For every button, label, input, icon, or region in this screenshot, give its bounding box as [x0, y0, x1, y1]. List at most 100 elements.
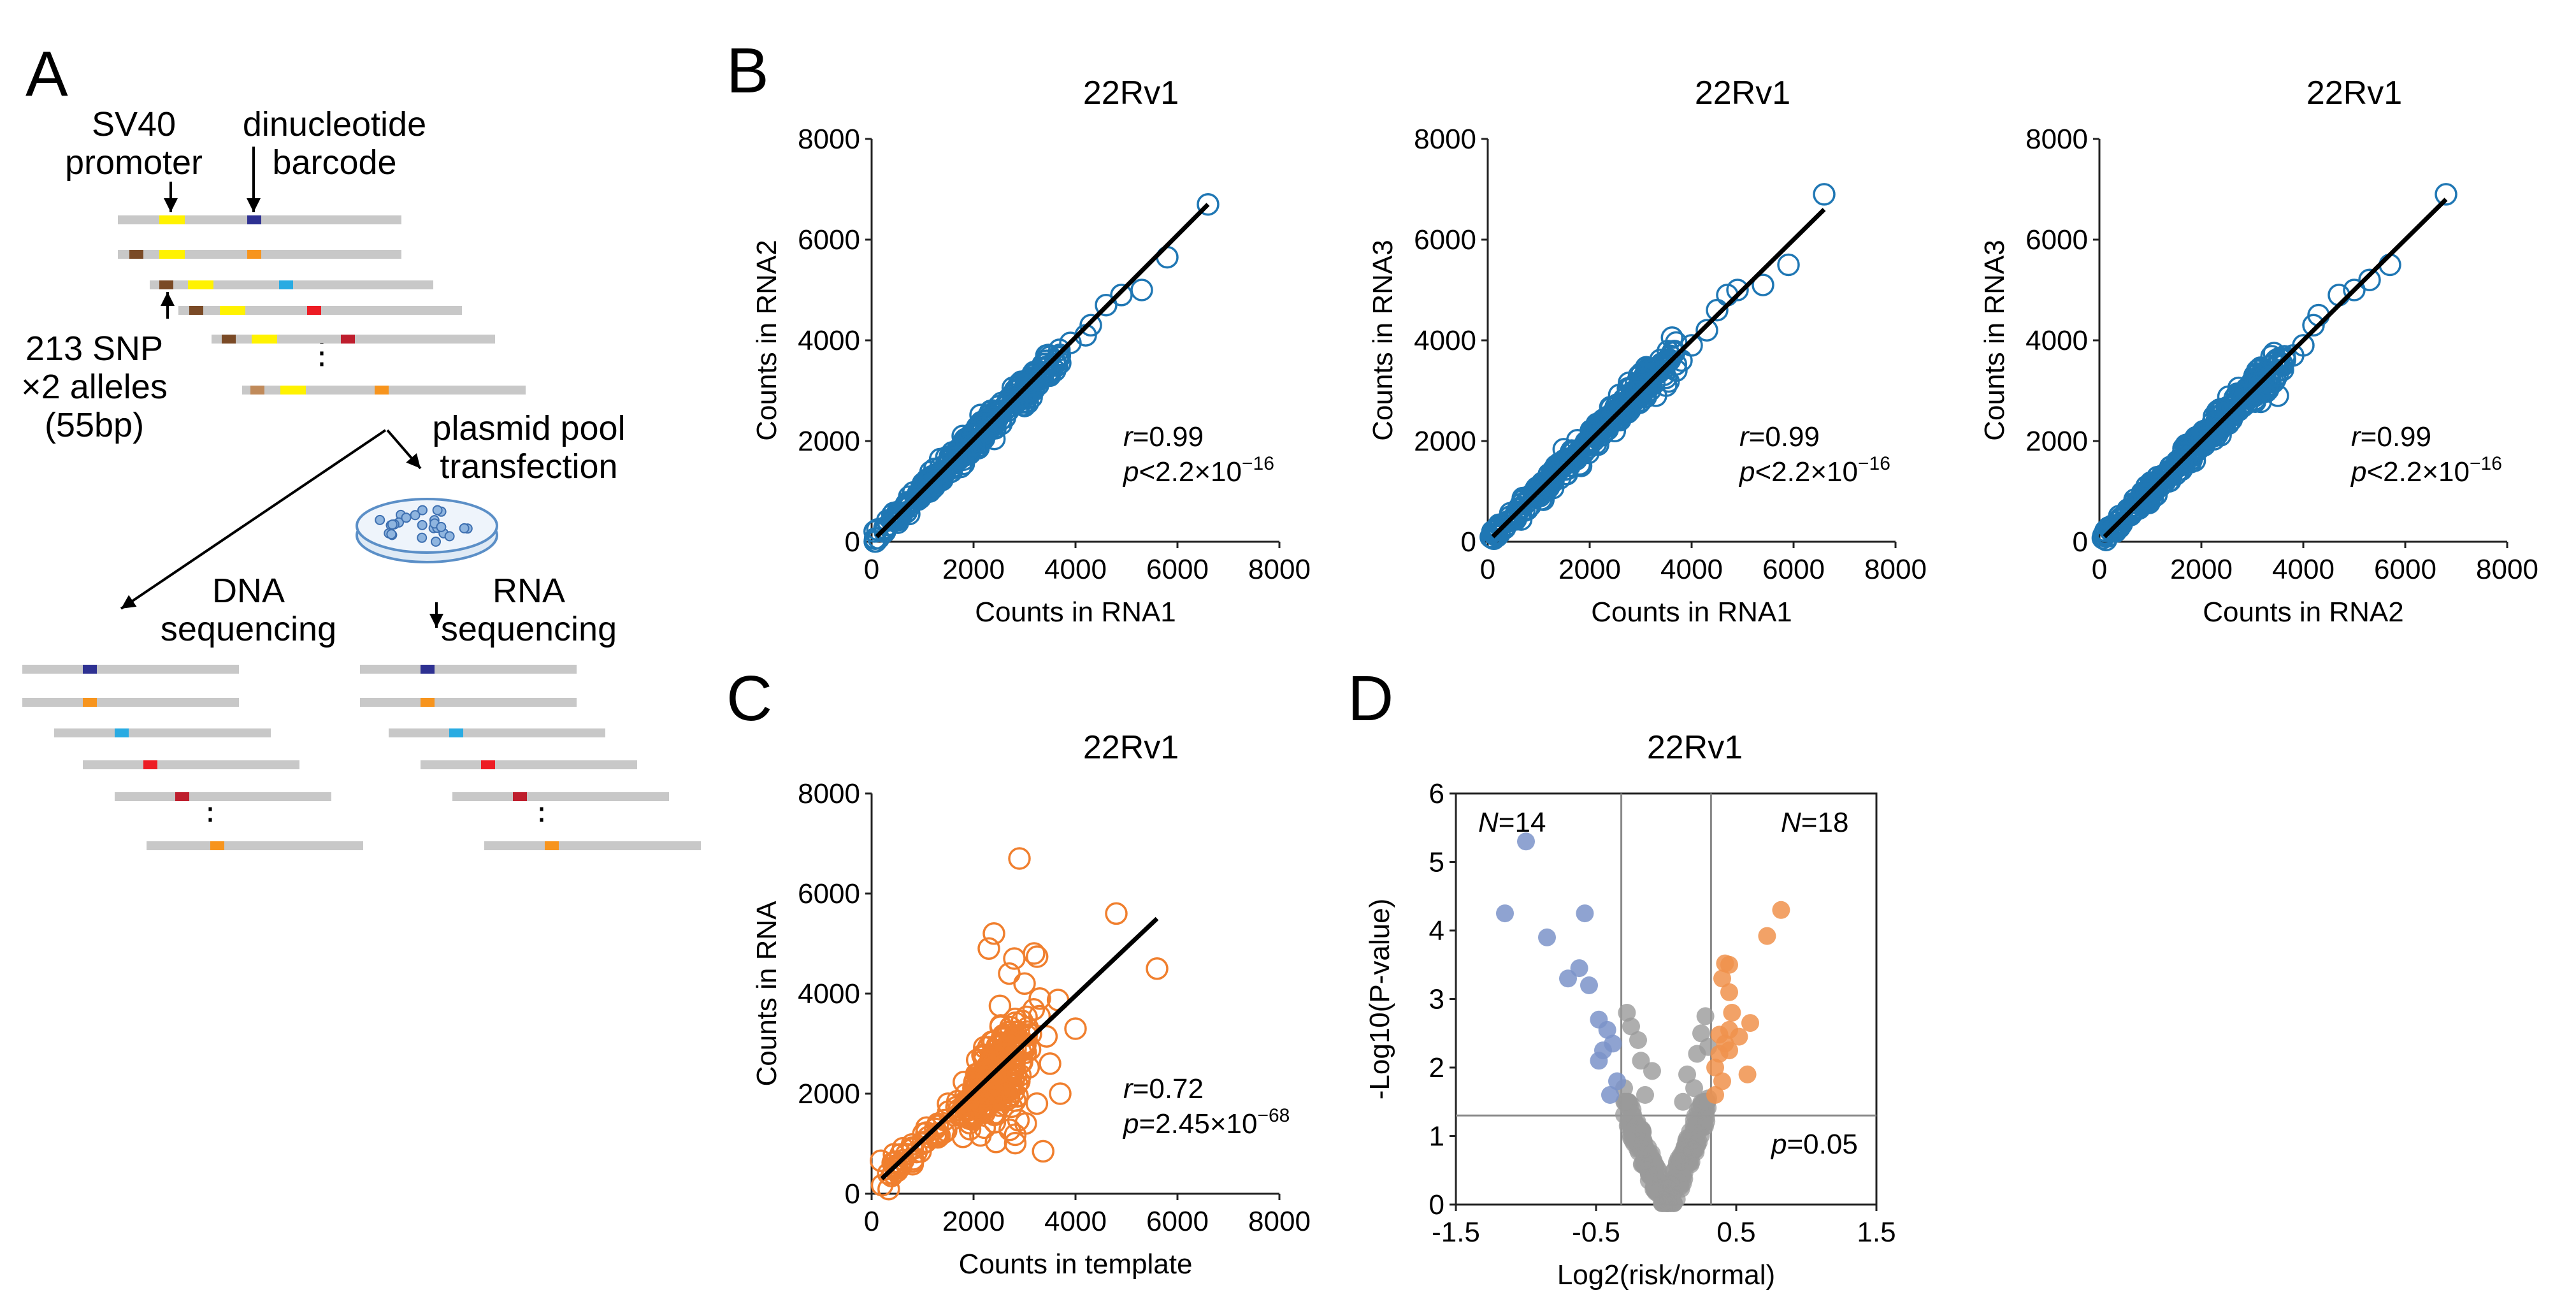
- y-tick-label: 3: [1429, 984, 1444, 1015]
- point-up-regulated: [1706, 1086, 1724, 1104]
- p-value: =0.05: [1787, 1129, 1857, 1160]
- arrow-head: [429, 614, 443, 628]
- y-tick-label: 2000: [1414, 426, 1476, 457]
- point-up-regulated: [1713, 969, 1731, 988]
- y-tick-label: 1: [1429, 1121, 1444, 1152]
- snp-label-line-2: ×2 alleles: [21, 368, 168, 406]
- data-point: [2219, 396, 2242, 419]
- p-symbol: p: [1770, 1129, 1787, 1160]
- data-point: [992, 1075, 1015, 1098]
- chart-title: 22Rv1: [1083, 729, 1179, 766]
- y-tick-label: 8000: [1414, 124, 1476, 155]
- data-point: [1028, 1004, 1051, 1028]
- data-point: [2243, 390, 2267, 413]
- point-not-significant: [1662, 1175, 1680, 1194]
- data-point: [998, 962, 1021, 985]
- fragment-5: [212, 335, 495, 344]
- r-symbol: r: [1123, 421, 1134, 453]
- data-point: [1025, 1092, 1049, 1115]
- r-annotation: r=0.72: [1123, 1073, 1204, 1105]
- data-point: [2245, 359, 2269, 382]
- promoter-segment: [188, 280, 213, 289]
- x-tick-label: 4000: [1044, 1206, 1107, 1237]
- x-tick-label: 8000: [1864, 554, 1927, 585]
- y-axis-label: Counts in RNA3: [1979, 240, 2010, 440]
- barcode-segment: [481, 760, 495, 769]
- data-point: [1032, 1140, 1054, 1163]
- data-point: [2271, 354, 2294, 377]
- data-points: [863, 192, 1220, 553]
- y-tick-label: 6: [1429, 778, 1444, 809]
- data-point: [982, 922, 1005, 945]
- dna-sequencing-label: DNA sequencing: [161, 572, 336, 648]
- data-point: [1013, 972, 1036, 996]
- barcode-segment: [307, 306, 321, 315]
- point-down-regulated: [1580, 976, 1598, 994]
- p-symbol: p: [1738, 456, 1755, 488]
- chart-title: 22Rv1: [1083, 75, 1179, 112]
- fragment-bar: [452, 792, 669, 801]
- p-exponent: −68: [1257, 1105, 1290, 1126]
- y-tick-label: 5: [1429, 847, 1444, 878]
- y-tick-label: 8000: [798, 778, 860, 809]
- data-point: [2108, 512, 2132, 536]
- point-up-regulated: [1730, 1027, 1748, 1046]
- chart-title: 22Rv1: [1647, 729, 1743, 766]
- data-point: [981, 1056, 1004, 1079]
- schematic-panel-a: SV40 promoter dinucleotide barcode 213 S…: [21, 105, 701, 850]
- barcode-segment: [247, 215, 261, 224]
- x-tick-label: 4000: [1044, 554, 1107, 585]
- p-annotation: p=2.45×10−68: [1122, 1105, 1290, 1140]
- point-not-significant: [1696, 1007, 1715, 1025]
- regression-line: [875, 203, 1210, 539]
- regression-line: [880, 916, 1159, 1180]
- point-up-regulated: [1772, 901, 1790, 919]
- y-tick-label: 2000: [798, 1078, 860, 1110]
- data-point: [911, 1132, 934, 1155]
- x-tick-label: -0.5: [1572, 1217, 1620, 1248]
- fragment-6: [242, 386, 526, 395]
- cell: [417, 505, 428, 516]
- data-point: [2153, 463, 2177, 486]
- dna-read: [83, 760, 299, 769]
- data-point: [1813, 183, 1836, 206]
- data-point: [1064, 1017, 1087, 1040]
- snp-segment: [159, 280, 173, 289]
- point-not-significant: [1692, 1024, 1710, 1043]
- r-symbol: r: [1739, 421, 1750, 453]
- data-point: [867, 526, 890, 550]
- y-tick-label: 6000: [798, 224, 860, 256]
- data-point: [1777, 253, 1800, 277]
- y-tick-label: 0: [1429, 1189, 1444, 1220]
- point-down-regulated: [1496, 904, 1514, 923]
- point-not-significant: [1625, 1134, 1643, 1152]
- transfection-label-line-1: plasmid pool: [432, 409, 625, 447]
- x-axis-label: Counts in template: [959, 1249, 1193, 1280]
- promoter-segment: [159, 215, 185, 224]
- barcode-label-line-1: dinucleotide: [243, 105, 426, 143]
- arrow-to-snp: [161, 292, 175, 319]
- point-down-regulated: [1608, 1072, 1626, 1090]
- data-point: [981, 412, 1004, 435]
- r-value: =0.72: [1133, 1073, 1204, 1105]
- n-value: =18: [1801, 807, 1849, 838]
- rna-read: [360, 665, 577, 674]
- r-annotation: r=0.99: [2351, 421, 2431, 453]
- promoter-segment: [159, 250, 185, 259]
- p-value: <2.2×10: [1755, 456, 1858, 488]
- fragment-bar: [389, 728, 605, 737]
- data-point: [1660, 326, 1684, 349]
- point-down-regulated: [1538, 928, 1556, 946]
- y-tick-label: 4: [1429, 915, 1444, 946]
- y-tick-label: 2000: [798, 426, 860, 457]
- y-tick-label: 0: [2073, 526, 2088, 558]
- fragment-bar: [22, 698, 239, 707]
- cell: [417, 532, 428, 543]
- p-value: <2.2×10: [1139, 456, 1242, 488]
- data-point: [2148, 475, 2171, 498]
- r-annotation: r=0.99: [1123, 421, 1204, 453]
- point-down-regulated: [1590, 1052, 1608, 1070]
- x-tick-label: 6000: [1146, 554, 1209, 585]
- p-value: <2.2×10: [2366, 456, 2470, 488]
- snp-segment: [129, 250, 143, 259]
